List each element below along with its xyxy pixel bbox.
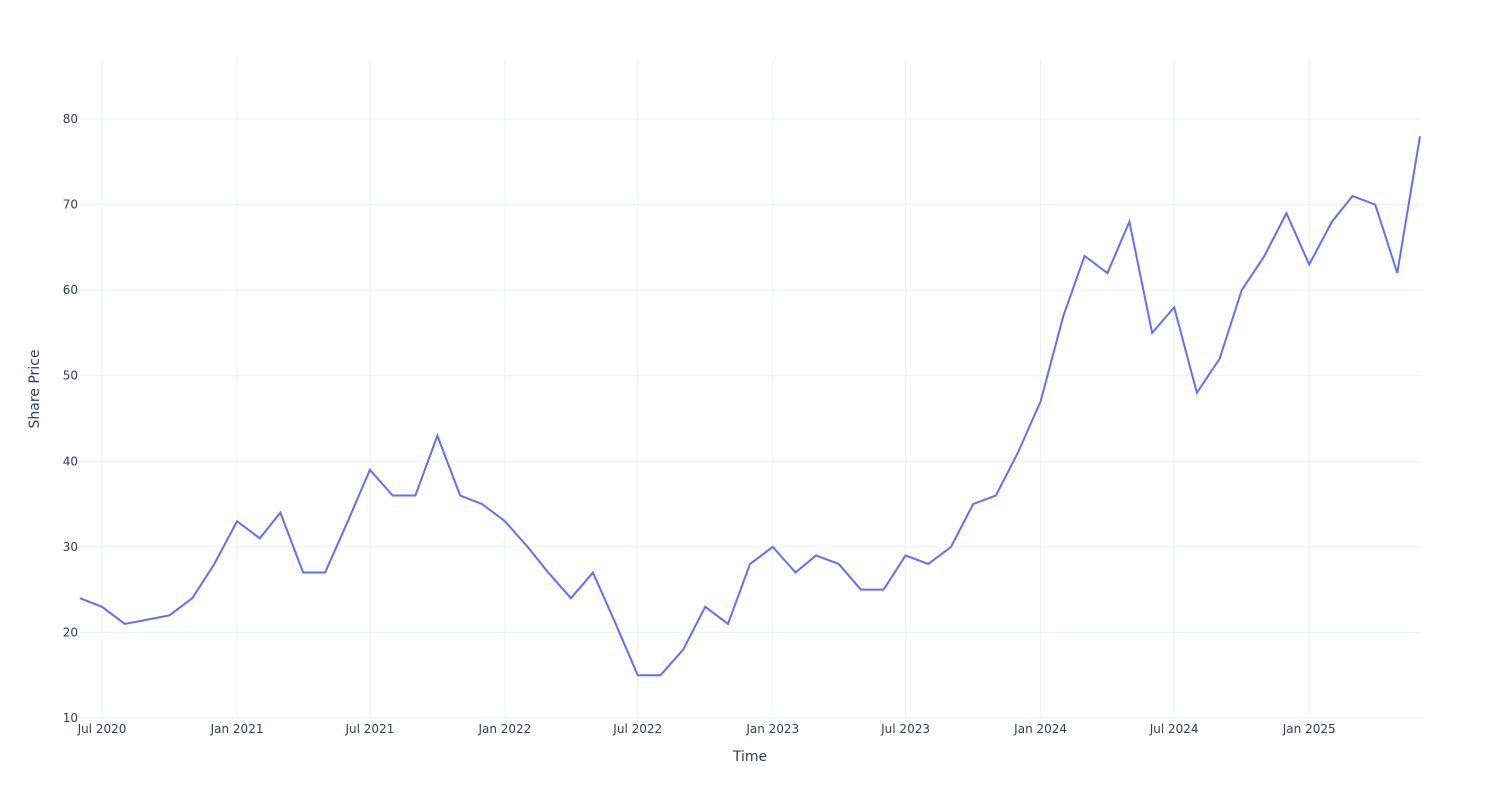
x-tick-label: Jan 2022: [477, 722, 531, 736]
x-tick-label: Jul 2024: [1149, 722, 1199, 736]
y-tick-label: 30: [63, 540, 78, 554]
line-series: [79, 135, 1421, 677]
x-tick-label: Jul 2023: [880, 722, 930, 736]
x-axis-title: Time: [732, 749, 767, 765]
x-tick-label: Jan 2021: [210, 722, 264, 736]
x-tick-label: Jan 2025: [1282, 722, 1336, 736]
x-tick-label: Jul 2021: [344, 722, 394, 736]
y-axis-title: Share Price: [27, 349, 43, 428]
y-tick-label: 80: [63, 112, 78, 126]
y-tick-label: 20: [63, 625, 78, 639]
y-tick-label: 50: [63, 369, 78, 383]
y-tick-label: 60: [63, 283, 78, 297]
x-tick-label: Jul 2022: [612, 722, 662, 736]
y-tick-label: 10: [63, 711, 78, 725]
x-tick-label: Jan 2024: [1013, 722, 1067, 736]
y-tick-label: 70: [63, 198, 78, 212]
x-tick-label: Jan 2023: [745, 722, 799, 736]
y-tick-label: 40: [63, 454, 78, 468]
x-tick-label: Jul 2020: [77, 722, 127, 736]
